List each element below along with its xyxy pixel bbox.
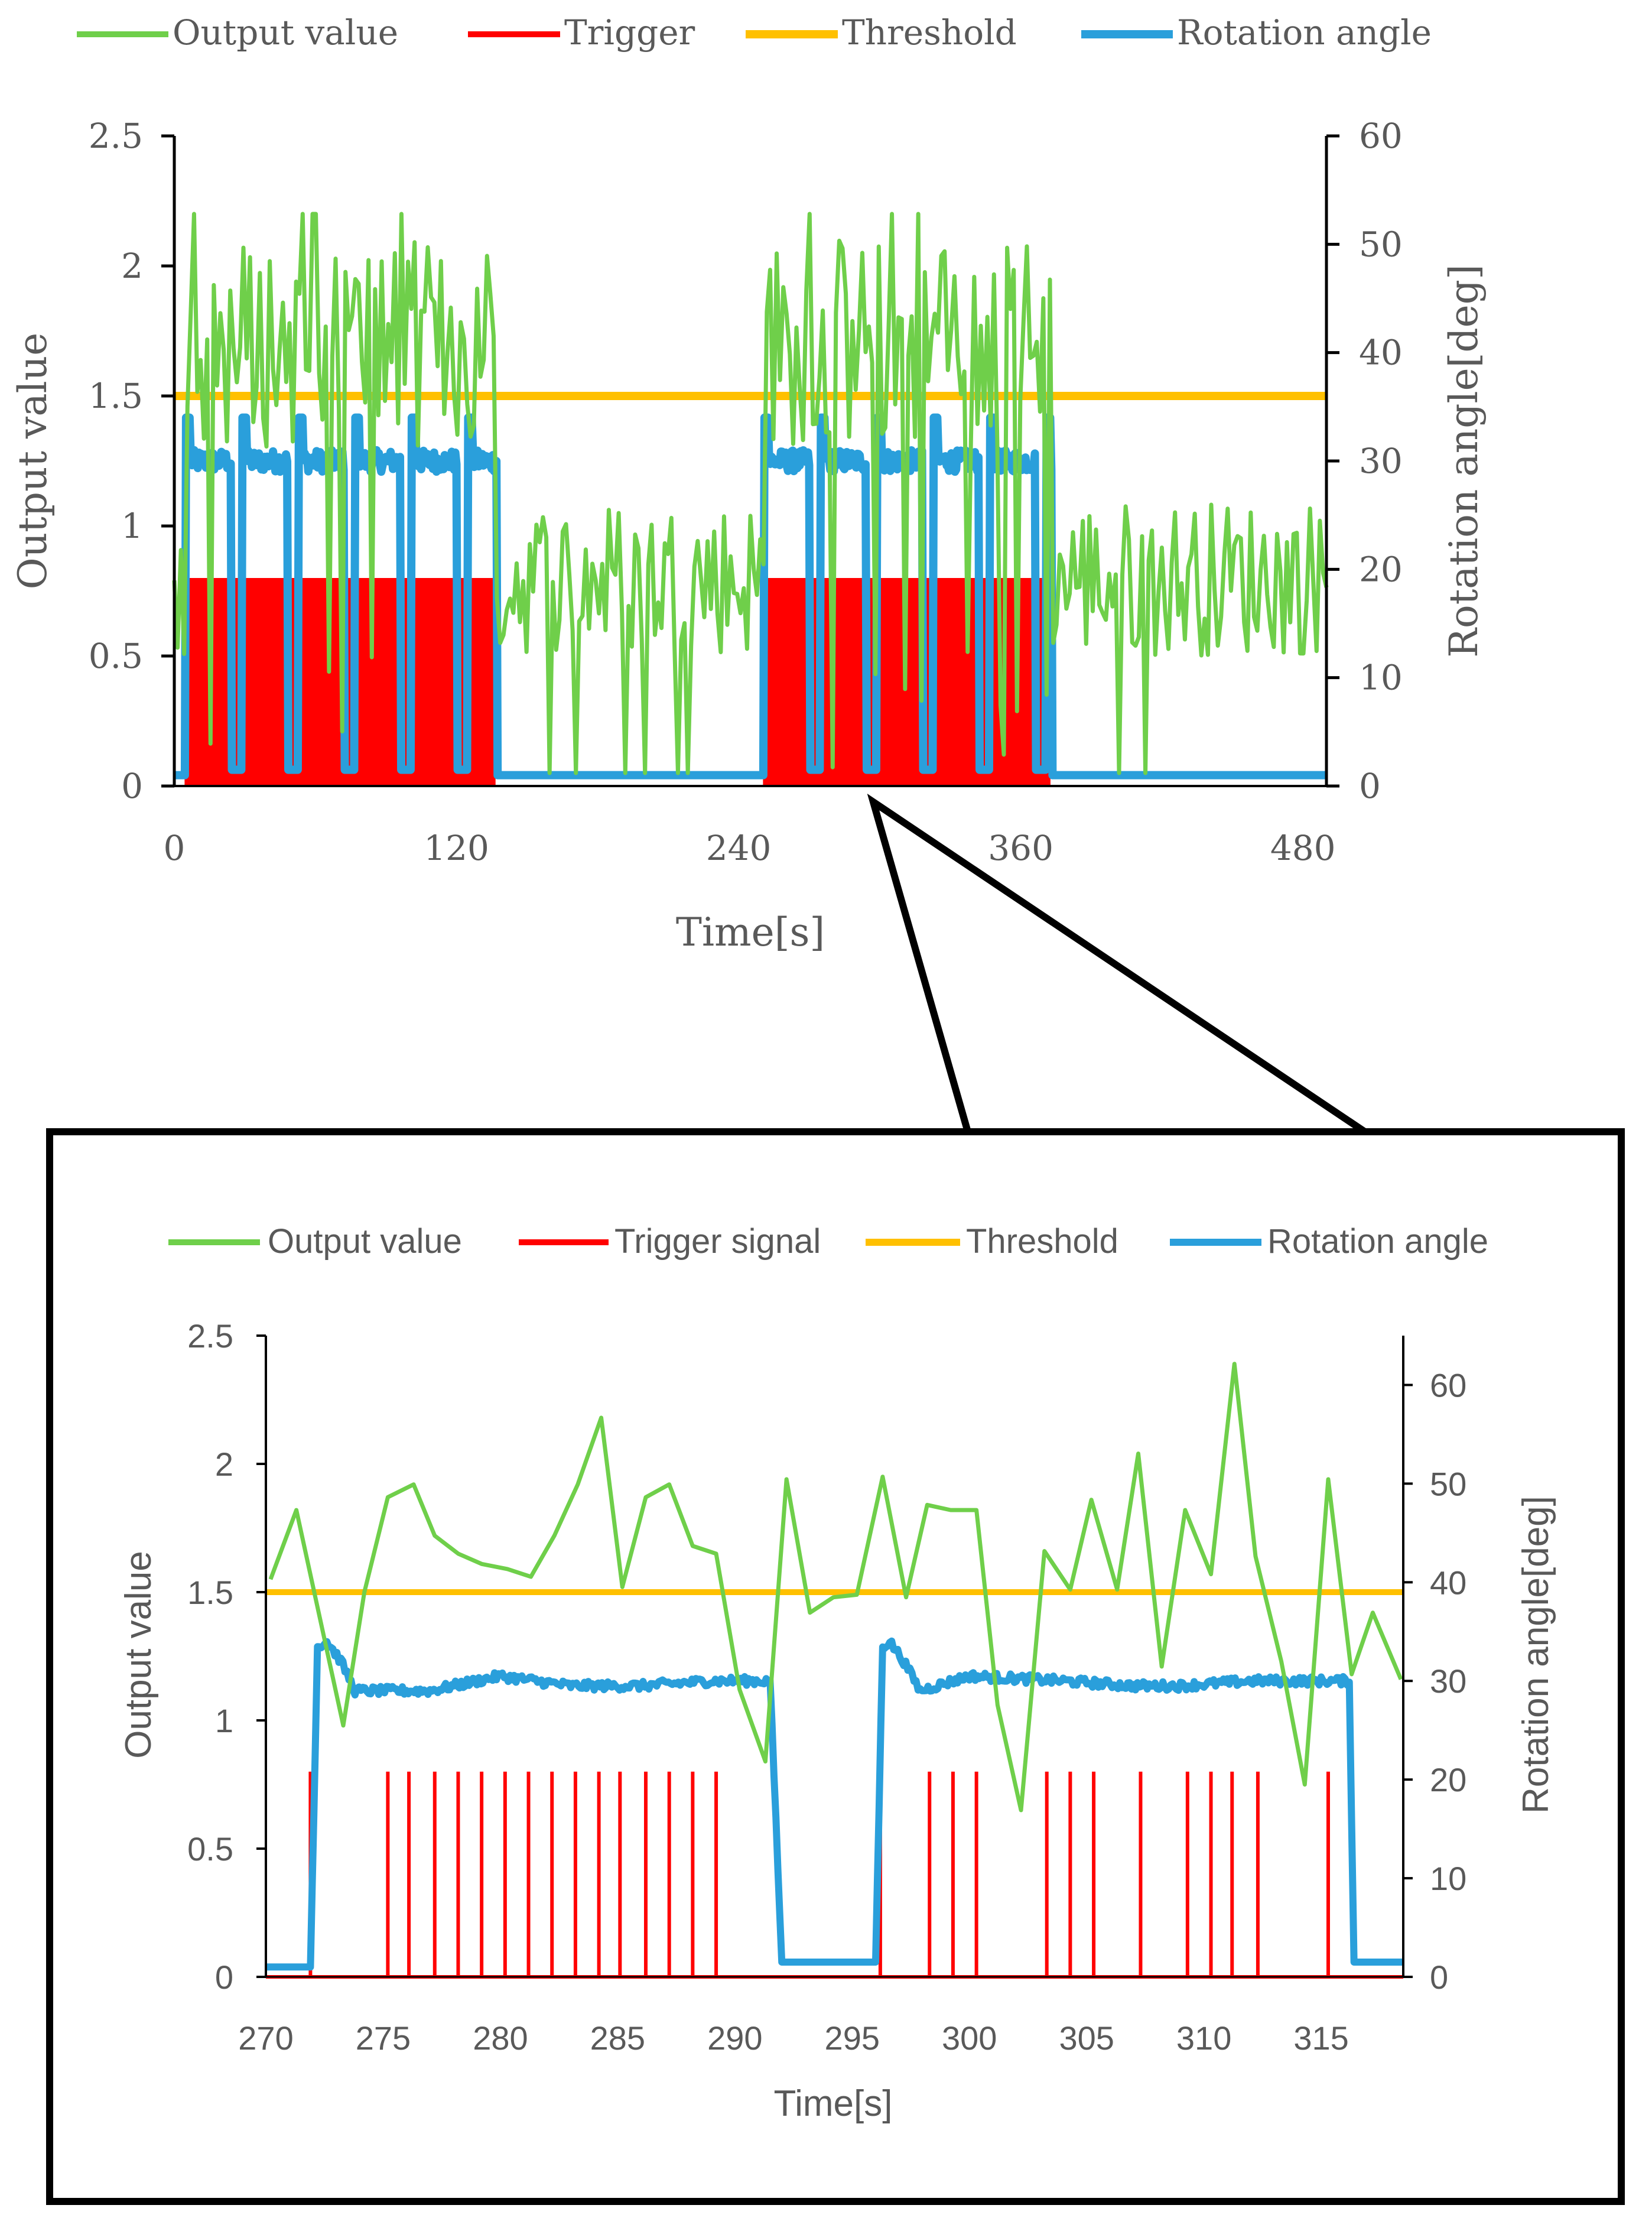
zoom-y2-tick-label: 10	[1430, 1860, 1466, 1897]
zoom-y-tick-label: 1.5	[187, 1574, 233, 1611]
overview-ticks: 0 0.5 1 1.5 2 2.5 0 10 20 30 40 50 60 0 120 240 360 480	[89, 116, 1403, 868]
zoom-y2-tick-label: 0	[1430, 1959, 1448, 1996]
zoom-y2-tick-label: 60	[1430, 1366, 1466, 1404]
zoom-y2-tick-label: 50	[1430, 1465, 1466, 1502]
overview-x-tick-label: 120	[424, 828, 489, 868]
zoom-y2-tick-label: 30	[1430, 1662, 1466, 1700]
zoom-x-tick-label: 300	[942, 2019, 997, 2057]
zoom-x-tick-label: 315	[1293, 2019, 1348, 2057]
legend-label-trigger: Trigger signal	[614, 1222, 821, 1261]
zoom-y-tick-label: 2.5	[187, 1317, 233, 1355]
overview-y-tick-label: 0.5	[89, 636, 143, 676]
zoom-x-tick-label: 295	[825, 2019, 880, 2057]
zoom-ticks: 0 0.5 1 1.5 2 2.5 0 10 20 30 40 50 60 270 275 280 285 290…	[187, 1317, 1466, 2057]
zoom-output-series	[268, 1362, 1403, 1813]
overview-x-axis-title: Time[s]	[676, 910, 825, 955]
legend-label-rotation: Rotation angle	[1177, 12, 1432, 53]
zoom-x-tick-label: 285	[590, 2019, 645, 2057]
overview-y2-tick-label: 60	[1359, 116, 1403, 156]
zoom-y-tick-label: 0	[215, 1959, 233, 1996]
zoom-x-tick-label: 290	[707, 2019, 762, 2057]
overview-output-series	[172, 212, 1329, 775]
zoom-x-axis-title: Time[s]	[774, 2083, 893, 2124]
overview-y2-tick-label: 40	[1359, 333, 1403, 373]
overview-y-tick-label: 1.5	[89, 376, 143, 416]
overview-y-tick-label: 2	[121, 246, 143, 286]
zoom-legend: Output value Trigger signal Threshold Ro…	[168, 1222, 1488, 1261]
overview-x-tick-label: 360	[988, 828, 1053, 868]
zoom-callout-box	[46, 1128, 1625, 2205]
legend-label-trigger: Trigger	[564, 12, 695, 53]
legend-label-output: Output value	[173, 12, 398, 53]
legend-label-threshold: Threshold	[842, 12, 1017, 53]
overview-y2-axis-title: Rotation angle[deg]	[1441, 264, 1487, 657]
overview-y-tick-label: 0	[121, 766, 143, 806]
overview-y2-tick-label: 50	[1359, 224, 1403, 264]
zoom-x-tick-label: 310	[1176, 2019, 1231, 2057]
zoom-chart: Output value Trigger signal Threshold Ro…	[118, 1222, 1556, 2124]
overview-x-tick-label: 0	[164, 828, 186, 868]
overview-legend: Output value Trigger Threshold Rotation …	[77, 12, 1432, 53]
zoom-x-tick-label: 305	[1059, 2019, 1114, 2057]
zoom-rotation-series	[264, 1637, 1405, 1971]
overview-y2-tick-label: 10	[1359, 658, 1403, 698]
zoom-x-tick-label: 280	[473, 2019, 528, 2057]
zoom-y2-axis-title: Rotation angle[deg]	[1516, 1496, 1556, 1814]
zoom-y-tick-label: 1	[215, 1702, 233, 1739]
zoom-series-layer	[264, 1362, 1405, 1979]
zoom-x-tick-label: 270	[238, 2019, 293, 2057]
zoom-y2-tick-label: 20	[1430, 1761, 1466, 1798]
overview-y-tick-label: 2.5	[89, 116, 143, 156]
zoom-x-tick-label: 275	[356, 2019, 411, 2057]
overview-series-layer	[171, 212, 1330, 787]
overview-chart: Output value Trigger Threshold Rotation …	[10, 12, 1487, 955]
zoom-trigger-series	[266, 1771, 1403, 1979]
overview-y-tick-label: 1	[121, 506, 143, 546]
overview-rotation-series	[171, 413, 1330, 780]
overview-y2-tick-label: 30	[1359, 441, 1403, 481]
overview-y2-tick-label: 20	[1359, 549, 1403, 589]
zoom-y-tick-label: 2	[215, 1446, 233, 1483]
overview-y2-tick-label: 0	[1359, 766, 1381, 806]
legend-label-rotation: Rotation angle	[1267, 1222, 1488, 1261]
zoom-y2-tick-label: 40	[1430, 1564, 1466, 1601]
zoom-y-axis-title: Output value	[118, 1551, 159, 1759]
legend-label-threshold: Threshold	[966, 1222, 1118, 1261]
legend-label-output: Output value	[268, 1222, 462, 1261]
zoom-callout-pointer	[867, 793, 1367, 1135]
overview-x-tick-label: 240	[706, 828, 772, 868]
overview-y-axis-title: Output value	[10, 333, 56, 590]
overview-x-tick-label: 480	[1270, 828, 1336, 868]
zoom-y-tick-label: 0.5	[187, 1830, 233, 1868]
